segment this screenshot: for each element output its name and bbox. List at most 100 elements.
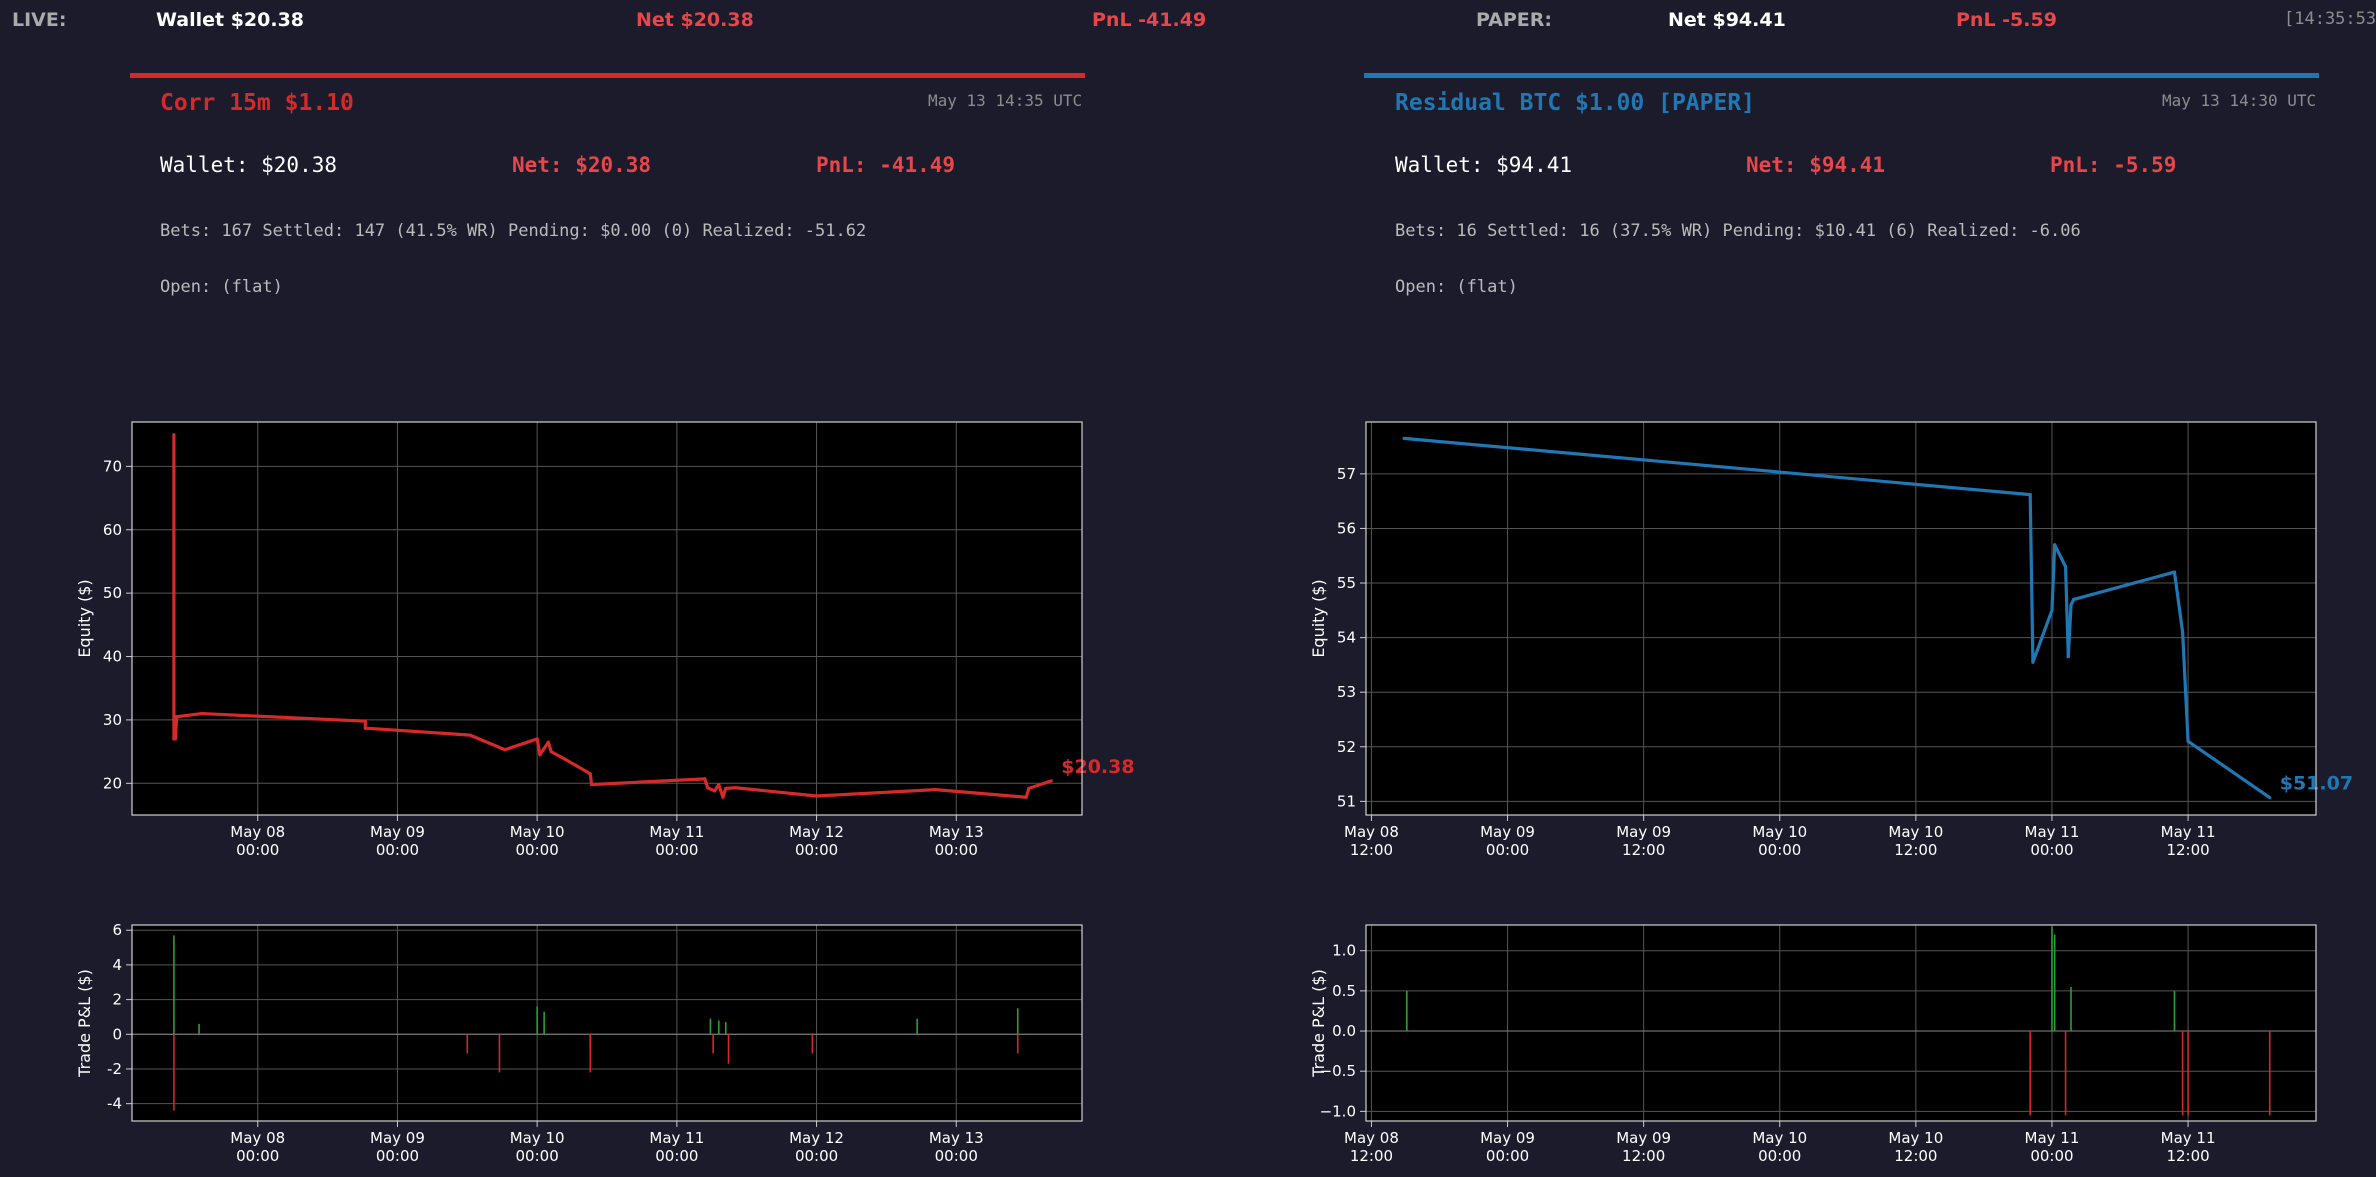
equity-line-segment: [546, 740, 553, 754]
x-tick-label: May 10: [510, 1129, 565, 1147]
y-tick-label: 0: [112, 1025, 122, 1043]
x-tick-label: 12:00: [1894, 1147, 1937, 1165]
equity-line-segment: [933, 788, 1028, 799]
live-strategy-panel: Corr 15m $1.10 May 13 14:35 UTC Wallet: …: [0, 0, 1100, 1177]
x-tick-label: 12:00: [1622, 841, 1665, 859]
x-tick-label: May 09: [370, 1129, 425, 1147]
bet-stats: Bets: 167 Settled: 147 (41.5% WR) Pendin…: [160, 221, 867, 241]
x-tick-label: 12:00: [1350, 1147, 1393, 1165]
net-value: Net: $20.38: [512, 153, 652, 177]
equity-line-segment: [363, 726, 472, 737]
y-axis-label: Equity ($): [75, 579, 94, 657]
plot-frame: [131, 421, 1083, 816]
x-tick-label: May 08: [230, 823, 285, 841]
equity-line-segment: [175, 711, 204, 719]
wallet-value: Wallet: $94.41: [1395, 153, 1573, 177]
net-value: Net: $94.41: [1746, 153, 1886, 177]
plot-area: [1366, 422, 2316, 815]
equity-line-segment: [503, 737, 539, 752]
panel-title: Corr 15m $1.10: [160, 90, 354, 116]
x-tick-label: 00:00: [376, 841, 419, 859]
panel-accent-rule: [130, 73, 1085, 78]
paper-net: Net $94.41: [1668, 9, 1786, 31]
x-tick-label: 00:00: [236, 1147, 279, 1165]
x-tick-label: May 13: [929, 1129, 984, 1147]
x-tick-label: May 11: [2161, 1129, 2216, 1147]
x-tick-label: May 11: [2161, 823, 2216, 841]
y-tick-label: 51: [1337, 792, 1356, 810]
x-tick-label: May 10: [1752, 1129, 1807, 1147]
x-tick-label: May 12: [789, 823, 844, 841]
x-tick-label: 00:00: [795, 841, 838, 859]
equity-line-segment: [173, 715, 179, 741]
y-tick-label: 30: [103, 711, 122, 729]
y-tick-label: 20: [103, 774, 122, 792]
x-tick-label: May 10: [1888, 1129, 1943, 1147]
y-tick-label: 54: [1337, 629, 1356, 647]
x-tick-label: May 08: [230, 1129, 285, 1147]
x-tick-label: 12:00: [1622, 1147, 1665, 1165]
y-tick-label: 0.0: [1332, 1022, 1356, 1040]
x-tick-label: 00:00: [1486, 1147, 1529, 1165]
x-tick-label: 00:00: [1486, 841, 1529, 859]
x-tick-label: 12:00: [1350, 841, 1393, 859]
paper-label: PAPER:: [1476, 9, 1553, 31]
equity-line-segment: [1027, 779, 1053, 790]
y-axis-label: Equity ($): [1309, 579, 1328, 657]
y-tick-label: 2: [112, 991, 122, 1009]
equity-line-segment: [2031, 608, 2054, 664]
plot-frame: [1365, 421, 2317, 816]
open-positions: Open: (flat): [160, 277, 283, 297]
equity-line-segment: [563, 757, 592, 776]
panel-title: Residual BTC $1.00 [PAPER]: [1395, 90, 1756, 116]
x-tick-label: 00:00: [2030, 841, 2073, 859]
top-status-bar: LIVE: Wallet $20.38 Net $20.38 PnL -41.4…: [0, 0, 2376, 40]
paper-pnl: PnL -5.59: [1956, 9, 2057, 31]
equity-line-segment: [2028, 492, 2035, 664]
x-tick-label: 00:00: [1758, 841, 1801, 859]
y-tick-label: −0.5: [1320, 1062, 1356, 1080]
x-tick-label: May 09: [1616, 823, 1671, 841]
equity-line-segment: [588, 772, 594, 787]
live-label: LIVE:: [12, 9, 67, 31]
y-tick-label: 70: [103, 457, 122, 475]
y-tick-label: −1.0: [1320, 1102, 1356, 1120]
plot-area: [132, 925, 1082, 1121]
equity-line-segment: [2181, 630, 2187, 689]
x-tick-label: May 11: [2025, 823, 2080, 841]
x-tick-label: May 09: [1616, 1129, 1671, 1147]
x-tick-label: May 10: [1888, 823, 1943, 841]
equity-line-segment: [724, 786, 738, 790]
x-tick-label: 00:00: [655, 1147, 698, 1165]
equity-line-segment: [538, 740, 550, 757]
x-tick-label: May 09: [1480, 823, 1535, 841]
panel-date: May 13 14:30 UTC: [2162, 91, 2317, 110]
plot-area: [132, 422, 1082, 815]
equity-line-segment: [2050, 543, 2057, 612]
wallet-value: Wallet: $20.38: [160, 153, 338, 177]
x-tick-label: 00:00: [935, 1147, 978, 1165]
x-tick-label: May 08: [1344, 1129, 1399, 1147]
y-tick-label: 40: [103, 648, 122, 666]
x-tick-label: 00:00: [236, 841, 279, 859]
live-net: Net $20.38: [636, 9, 754, 31]
y-axis-label: Trade P&L ($): [1309, 969, 1328, 1078]
panel-accent-rule: [1364, 73, 2319, 78]
equity-line-segment: [2172, 570, 2185, 634]
equity-line-segment: [2066, 603, 2073, 659]
x-tick-label: May 11: [649, 1129, 704, 1147]
x-tick-label: May 11: [649, 823, 704, 841]
equity-line-segment: [468, 733, 507, 752]
x-tick-label: May 09: [370, 823, 425, 841]
x-tick-label: 00:00: [935, 841, 978, 859]
y-tick-label: 0.5: [1332, 982, 1356, 1000]
y-axis-label: Trade P&L ($): [75, 969, 94, 1078]
y-tick-label: 6: [112, 921, 122, 939]
x-tick-label: 12:00: [2166, 1147, 2209, 1165]
x-tick-label: 00:00: [376, 1147, 419, 1165]
equity-line-segment: [1402, 436, 2032, 497]
equity-line-segment: [200, 711, 367, 723]
